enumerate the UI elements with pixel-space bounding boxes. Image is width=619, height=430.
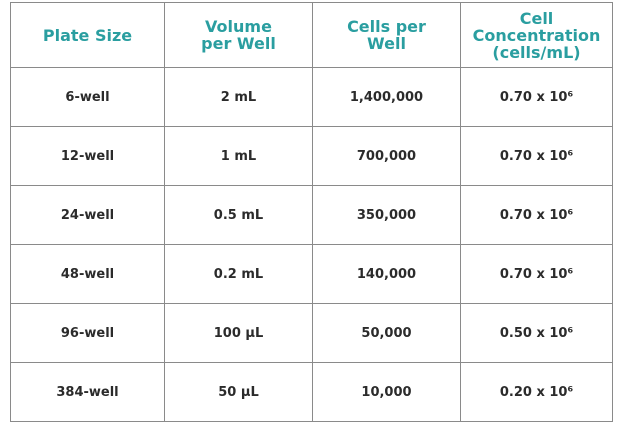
- table-cell: 0.70 x 10⁶: [460, 185, 613, 245]
- table-row: 96-well 100 µL 50,000 0.50 x 10⁶: [10, 303, 613, 363]
- header-line: Cells per: [347, 17, 426, 36]
- table-cell: 0.70 x 10⁶: [460, 244, 613, 304]
- table-cell: 50 µL: [164, 362, 313, 422]
- table-cell: 12-well: [10, 126, 165, 186]
- header-row: Plate Size Volume per Well Cells per Well Cel…: [10, 2, 613, 68]
- header-line: Concentration: [472, 25, 601, 45]
- header-line: Cell: [519, 8, 554, 28]
- table-cell: 1,400,000: [312, 67, 461, 127]
- table-cell: 700,000: [312, 126, 461, 186]
- table-cell: 96-well: [10, 303, 165, 363]
- column-header: Volume per Well: [164, 2, 313, 68]
- table-cell: 100 µL: [164, 303, 313, 363]
- header-line: per Well: [201, 34, 276, 53]
- header-line: Well: [367, 34, 406, 53]
- table-cell: 2 mL: [164, 67, 313, 127]
- data-table: Plate Size Volume per Well Cells per Well Cel…: [10, 2, 613, 422]
- header-line: Plate Size: [42, 25, 133, 45]
- table-cell: 0.5 mL: [164, 185, 313, 245]
- table-cell: 1 mL: [164, 126, 313, 186]
- table-row: 12-well 1 mL 700,000 0.70 x 10⁶: [10, 126, 613, 186]
- column-header: Plate Size: [10, 2, 165, 68]
- table-cell: 10,000: [312, 362, 461, 422]
- table-cell: 384-well: [10, 362, 165, 422]
- header-line: (cells/mL): [492, 42, 581, 62]
- header-line: Volume: [205, 17, 272, 36]
- table-row: 6-well 2 mL 1,400,000 0.70 x 10⁶: [10, 67, 613, 127]
- table-cell: 50,000: [312, 303, 461, 363]
- table-row: 384-well 50 µL 10,000 0.20 x 10⁶: [10, 362, 613, 422]
- column-header: Cell Concentration (cells/mL): [460, 2, 613, 68]
- table-cell: 0.70 x 10⁶: [460, 126, 613, 186]
- table-cell: 350,000: [312, 185, 461, 245]
- table-cell: 0.70 x 10⁶: [460, 67, 613, 127]
- table-row: 24-well 0.5 mL 350,000 0.70 x 10⁶: [10, 185, 613, 245]
- table-cell: 24-well: [10, 185, 165, 245]
- table-cell: 0.20 x 10⁶: [460, 362, 613, 422]
- table-cell: 0.2 mL: [164, 244, 313, 304]
- table-cell: 0.50 x 10⁶: [460, 303, 613, 363]
- table-cell: 6-well: [10, 67, 165, 127]
- table-row: 48-well 0.2 mL 140,000 0.70 x 10⁶: [10, 244, 613, 304]
- table-cell: 48-well: [10, 244, 165, 304]
- table-body: 6-well 2 mL 1,400,000 0.70 x 10⁶ 12-well 1 mL…: [10, 67, 613, 422]
- table-cell: 140,000: [312, 244, 461, 304]
- column-header: Cells per Well: [312, 2, 461, 68]
